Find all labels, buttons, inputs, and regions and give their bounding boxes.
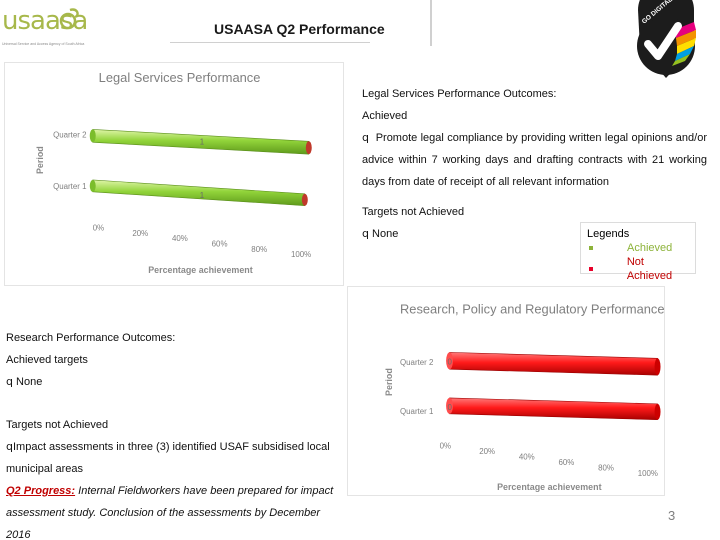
bar-end-cap <box>301 193 308 206</box>
y-tick-label: Quarter 1 <box>53 182 87 191</box>
legal-achieved-label: Achieved <box>362 110 408 122</box>
bar <box>449 397 658 421</box>
legal-outcomes-heading: Legal Services Performance Outcomes: <box>362 88 557 100</box>
research-not-achieved-item: qImpact assessments in three (3) identif… <box>6 436 342 480</box>
chart-title: Legal Services Performance <box>99 70 261 85</box>
bullet-icon: q <box>6 440 13 453</box>
research-achieved-item: q None <box>6 371 342 393</box>
legal-achieved-text: Promote legal compliance by providing wr… <box>362 132 707 188</box>
legend: Legends Achieved Not Achieved <box>580 222 696 282</box>
legal-services-chart: Legal Services Performance Period Percenta… <box>4 62 344 286</box>
x-tick-label: 40% <box>172 234 188 243</box>
research-not-achieved-text: Impact assessments in three (3) identifi… <box>6 441 330 475</box>
legend-swatch-not-achieved <box>589 267 593 271</box>
bullet-icon: q <box>362 131 369 144</box>
logo-subtitle: Universal Service and Access Agency of S… <box>2 42 85 46</box>
x-tick-label: 40% <box>519 453 535 462</box>
research-progress: Q2 Progress: Internal Fieldworkers have … <box>6 480 342 540</box>
bar-start-cap <box>446 397 454 414</box>
header-divider <box>170 42 370 43</box>
research-achieved-label: Achieved targets <box>6 354 88 366</box>
legal-outcomes-panel: Legal Services Performance Outcomes: Ach… <box>362 83 707 245</box>
y-tick-label: Quarter 1 <box>400 407 434 416</box>
research-outcomes-heading: Research Performance Outcomes: <box>6 332 176 344</box>
x-tick-label: 60% <box>558 458 574 467</box>
legend-item-not-achieved: Not Achieved <box>587 255 689 283</box>
y-tick-label: Quarter 2 <box>53 130 86 139</box>
bar <box>449 352 658 376</box>
x-tick-label: 20% <box>479 447 495 456</box>
progress-text: Internal Fieldworkers have been prepared… <box>6 485 334 540</box>
legal-not-achieved-item: q None <box>362 223 707 245</box>
x-tick-label: 80% <box>598 464 614 473</box>
header-vertical-divider <box>430 0 432 46</box>
bar <box>92 179 306 207</box>
x-tick-label: 0% <box>440 441 451 450</box>
research-not-achieved-label: Targets not Achieved <box>6 419 109 431</box>
research-achieved-text: None <box>16 376 43 388</box>
x-tick-label: 80% <box>251 245 267 254</box>
go-digital-badge-icon: GO DIGITAL <box>637 0 696 78</box>
usaasa-logo: usaasa Universal Service and Access Agen… <box>2 2 102 48</box>
x-tick-label: 0% <box>93 223 104 232</box>
x-tick-label: 60% <box>212 240 228 249</box>
y-tick-label: Quarter 2 <box>400 358 433 367</box>
bar-end-cap <box>654 358 661 376</box>
legend-item-achieved: Achieved <box>587 241 689 255</box>
legal-achieved-item: q Promote legal compliance by providing … <box>362 127 707 193</box>
bar-end-cap <box>305 141 312 155</box>
data-label: 1 <box>200 191 205 200</box>
logo-swirl-icon <box>59 8 79 30</box>
x-axis-label: Percentage achievement <box>148 265 252 275</box>
legend-label-achieved: Achieved <box>627 242 673 254</box>
bullet-icon: q <box>362 227 369 240</box>
bar-end-cap <box>654 403 661 420</box>
research-chart: Research, Policy and Regulatory Performa… <box>347 286 665 496</box>
page-title: USAASA Q2 Performance <box>214 21 385 37</box>
y-axis-label: Period <box>35 146 45 174</box>
legend-label-not-achieved: Not Achieved <box>626 256 673 282</box>
x-tick-label: 100% <box>291 250 311 259</box>
bar-start-cap <box>89 179 96 192</box>
bar-start-cap <box>446 352 454 370</box>
data-label: 0 <box>448 403 453 412</box>
legend-swatch-achieved <box>589 246 593 250</box>
research-chart-svg: Research, Policy and Regulatory Performa… <box>384 302 664 492</box>
legal-not-achieved-label: Targets not Achieved <box>362 206 465 218</box>
data-label: 0 <box>448 357 453 366</box>
y-axis-label: Period <box>384 368 394 396</box>
bar-start-cap <box>89 129 96 143</box>
legend-title: Legends <box>587 228 630 240</box>
progress-label: Q2 Progress: <box>6 485 76 497</box>
x-axis-label: Percentage achievement <box>497 482 601 492</box>
research-outcomes-panel: Research Performance Outcomes: Achieved … <box>6 327 342 540</box>
bullet-icon: q <box>6 375 13 388</box>
x-tick-label: 20% <box>132 229 148 238</box>
data-label: 1 <box>200 137 205 146</box>
x-tick-label: 100% <box>638 469 658 478</box>
chart-title: Research, Policy and Regulatory Performa… <box>400 302 664 317</box>
legal-not-achieved-text: None <box>372 228 399 240</box>
legal-services-chart-svg: Legal Services Performance Period Percenta… <box>35 70 312 275</box>
page-number: 3 <box>668 508 676 523</box>
